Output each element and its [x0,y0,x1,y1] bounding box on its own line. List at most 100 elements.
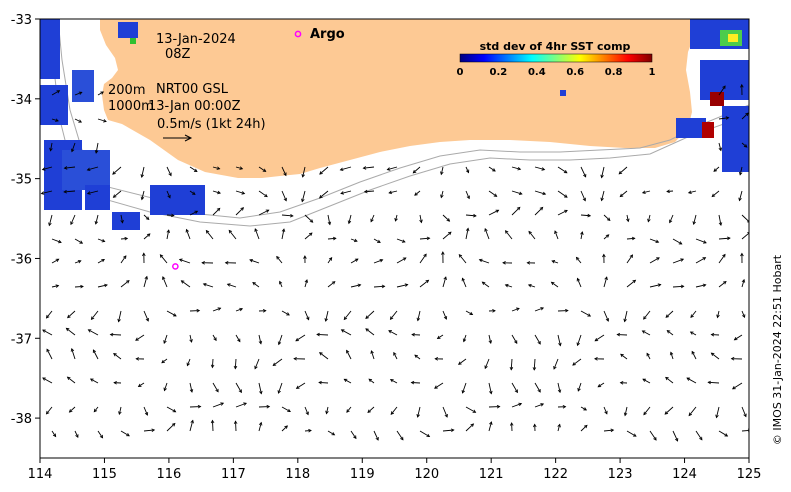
current-vector-head [301,173,305,178]
current-vector-head [738,171,743,176]
current-vector [488,166,496,172]
current-vector-head [93,408,98,413]
current-vector [580,424,588,432]
current-vector [120,430,130,437]
current-vector [135,334,145,341]
current-vector [557,166,568,174]
x-tick-label: 114 [28,467,53,482]
current-vector-head [287,408,291,413]
current-vector [51,285,59,288]
current-vector-head [239,166,244,170]
current-vector [363,166,375,169]
current-vector-head [262,309,267,313]
current-vector-head [641,330,646,334]
current-vector [46,310,53,319]
current-vector [669,214,674,223]
current-vector-head [340,329,345,333]
current-vector [113,190,122,198]
current-vector [417,406,421,418]
current-vector-head [205,229,210,234]
current-vector [350,258,359,264]
current-vector-head [343,316,348,321]
current-vector-head [266,404,271,409]
scale-arrow [163,134,193,142]
current-vector-head [240,207,245,211]
current-vector-head [178,258,183,262]
current-vector-head [272,362,277,366]
current-vector-head [465,227,470,232]
current-vector-head [142,252,146,257]
current-vector [346,350,352,360]
current-vector [484,228,490,240]
current-vector-head [472,409,477,413]
current-vector [365,310,375,319]
scale-label: 0.5m/s (1kt 24h) [157,117,266,132]
current-vector [695,284,706,288]
current-vector-head [666,189,670,194]
current-vector [458,254,467,264]
current-vector-head [101,238,106,243]
current-vector-head [159,254,164,258]
current-vector-head [144,412,149,416]
current-vector [417,310,421,321]
current-vector [51,258,59,264]
colorbar-tick-label: 0.4 [528,67,546,78]
current-vector-head [113,380,117,385]
current-vector-head [414,192,418,196]
current-vector-head [733,336,738,341]
current-vector-head [470,423,475,427]
current-vector [626,430,637,437]
current-vector-head [216,166,221,170]
current-vector-head [52,433,57,438]
current-vector [601,190,605,201]
current-vector [618,166,628,175]
x-tick-label: 121 [479,467,504,482]
current-vector [235,382,242,393]
current-vector-head [65,327,70,332]
current-vector-head [550,281,555,286]
current-vector [393,352,398,360]
current-vector [461,278,467,288]
current-vector [626,237,635,240]
current-vector [626,279,636,288]
current-vector-head [715,414,719,419]
current-vector-head [277,341,282,346]
current-vector [419,430,430,437]
current-vector [695,430,703,441]
current-vector [95,142,99,154]
current-vector-head [716,314,720,319]
current-vector-head [577,387,581,392]
current-vector-head [340,191,344,195]
current-vector [511,382,518,393]
current-vector-head [58,239,62,244]
current-vector-head [210,419,215,424]
current-vector [112,166,122,175]
current-vector-head [94,220,99,225]
current-vector-head [502,261,506,265]
current-vector [368,378,375,384]
current-vectors [40,83,749,442]
y-tick-label: -38 [11,412,32,427]
current-vector [601,166,605,178]
current-vector [718,85,726,96]
current-vector-head [202,282,207,287]
current-vector-head [224,261,229,265]
current-vector [390,379,398,384]
current-vector-head [290,213,294,218]
current-vector [488,334,492,344]
current-vector [340,166,352,171]
current-vector [281,166,287,176]
current-vector [254,358,260,369]
current-vector-head [55,284,60,288]
current-vector-head [126,280,130,284]
current-vector-head [365,328,369,332]
current-vector [534,403,544,408]
current-vector [252,282,260,288]
current-vector-head [171,422,176,427]
current-vector [718,142,722,151]
current-vector [665,376,674,384]
current-vector-head [213,337,217,342]
current-vector [741,310,746,318]
current-vector [325,406,329,414]
current-vector-head [258,421,263,426]
